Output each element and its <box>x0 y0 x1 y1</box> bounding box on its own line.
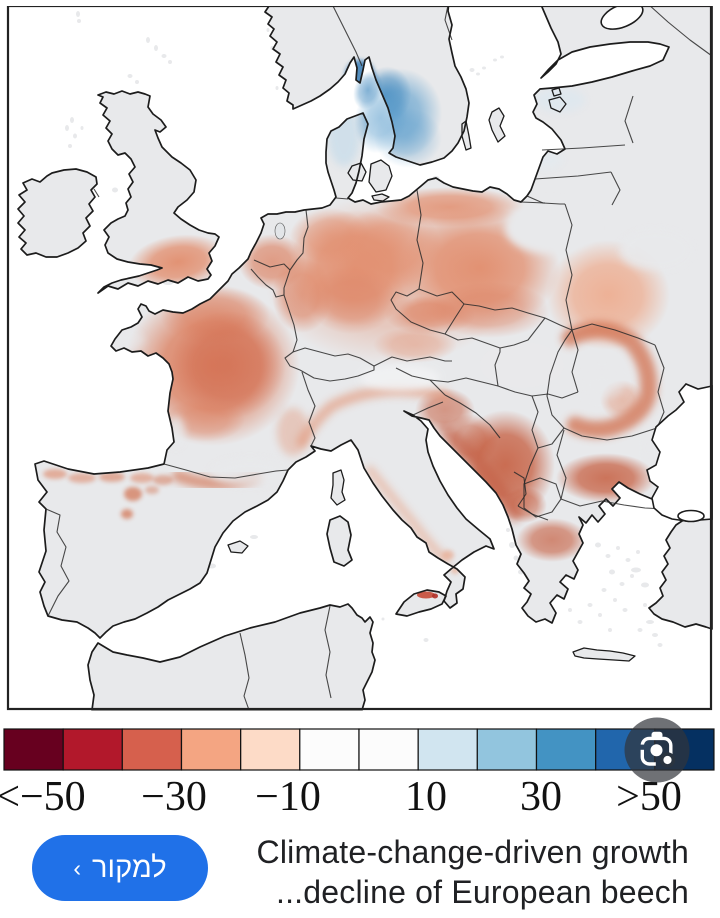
svg-text:10: 10 <box>405 774 447 820</box>
svg-text:30: 30 <box>520 774 562 820</box>
svg-text:−10: −10 <box>255 774 321 820</box>
svg-text:>50: >50 <box>616 774 682 820</box>
svg-text:−30: −30 <box>141 774 207 820</box>
svg-text:<−50: <−50 <box>0 774 86 820</box>
